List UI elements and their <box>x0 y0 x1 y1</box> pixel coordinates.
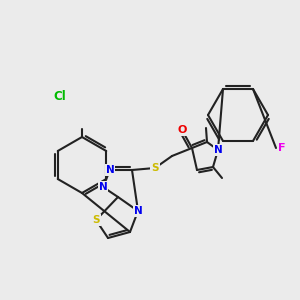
Text: N: N <box>106 165 114 175</box>
Text: N: N <box>99 182 107 192</box>
Text: F: F <box>278 143 286 153</box>
Text: O: O <box>177 125 187 135</box>
Text: S: S <box>151 163 159 173</box>
Text: N: N <box>214 145 222 155</box>
Text: Cl: Cl <box>54 91 66 103</box>
Text: N: N <box>134 206 142 216</box>
Text: S: S <box>92 215 100 225</box>
